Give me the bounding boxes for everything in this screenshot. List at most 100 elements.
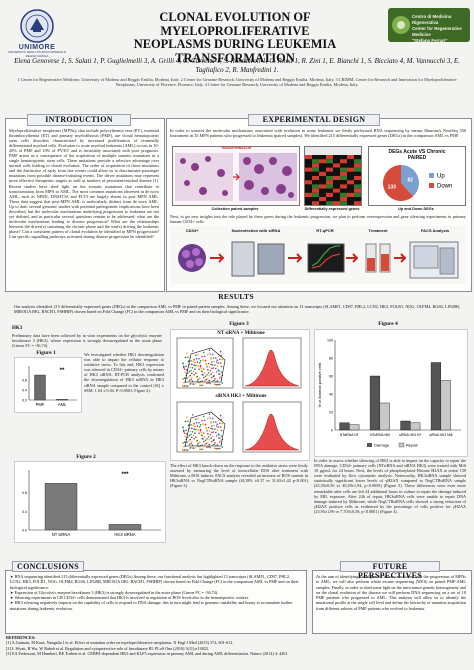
- scatter-point: [192, 370, 195, 373]
- scatter-point: [183, 441, 186, 443]
- heatmap-cell: [326, 167, 333, 172]
- figure3-panel: NT siRNA + Miltirone siRNA HK3 + Miltiro…: [170, 329, 310, 461]
- heatmap-cell: [312, 184, 319, 189]
- deg-label: Differentially expressed genes: [304, 207, 360, 211]
- heatmap-cell: [326, 180, 333, 185]
- scatter-point: [210, 437, 212, 439]
- flow-step-rtqpcr: RT-qPCR: [316, 228, 334, 233]
- scatter-point: [208, 349, 211, 351]
- scatter-point: [205, 442, 207, 445]
- y-tick-label: 80: [329, 357, 333, 361]
- scatter-point: [203, 355, 206, 358]
- scatter-point: [191, 444, 194, 446]
- figure3-hk3-label: siRNA HK3 + Miltirone: [215, 394, 267, 399]
- heatmap-cell: [354, 159, 361, 164]
- scatter-point: [215, 425, 218, 427]
- bar-repair: [410, 422, 421, 431]
- heatmap-cell: [305, 201, 312, 206]
- heatmap-cell: [319, 163, 326, 168]
- figure3-graphic: [176, 337, 302, 453]
- scatter-point: [215, 371, 218, 373]
- x-tick-label: NTsiRNA NT: [340, 433, 359, 437]
- scatter-point: [184, 435, 187, 437]
- heatmap-cell: [340, 201, 347, 206]
- scatter-point: [183, 377, 186, 379]
- deg-pie-chart: DEGs Acute VS Chronic PAIRED 82 Up 133 Down: [368, 146, 466, 206]
- x-tick-label: AML: [58, 402, 67, 407]
- scatter-point: [183, 430, 185, 433]
- scatter-point: [185, 449, 187, 451]
- scatter-point: [220, 418, 223, 421]
- scatter-point: [204, 424, 207, 426]
- scatter-point: [203, 351, 205, 354]
- scatter-point: [190, 442, 192, 445]
- scatter-point: [214, 447, 216, 450]
- bar-repair: [440, 380, 451, 431]
- scatter-point: [213, 379, 215, 382]
- heatmap-cell: [340, 176, 347, 181]
- scatter-point: [205, 378, 207, 381]
- significance-stars: **: [60, 368, 65, 374]
- y-tick-label: 20: [329, 411, 333, 415]
- scatter-point: [209, 433, 211, 436]
- y-axis-label: % of Annexin positive cells: [318, 363, 322, 408]
- unimore-emblem-icon: [20, 9, 54, 43]
- scatter-point: [198, 422, 200, 424]
- scatter-point: [197, 364, 199, 367]
- experimental-flow: CD34+ Nucleofection with siRNA RT-qPCR T…: [170, 226, 466, 284]
- scatter-point: [201, 444, 203, 446]
- bar-repair: [379, 402, 390, 431]
- heatmap-cell: [305, 171, 312, 176]
- scatter-point: [190, 369, 192, 372]
- pie-legend-label: Up: [437, 174, 445, 180]
- transformation-label: TRANSFORMATION: [220, 146, 252, 150]
- heatmap-cell: [340, 171, 347, 176]
- scatter-point: [182, 442, 184, 444]
- transformation-panel: TRANSFORMATION: [172, 146, 300, 206]
- y-tick-label: 0.0: [22, 529, 27, 533]
- scatter-point: [214, 428, 216, 430]
- heatmap-cell: [333, 163, 340, 168]
- heatmap-cell: [326, 201, 333, 206]
- scatter-point: [196, 375, 199, 378]
- figure2-chart: NT siRNA HK3 siRNA *** 0.0 0.4 0.8: [14, 461, 166, 543]
- heatmap-cell: [340, 192, 347, 197]
- scatter-point: [187, 440, 190, 442]
- heatmap-cell: [305, 163, 312, 168]
- scatter-point: [195, 421, 198, 424]
- scatter-point: [210, 427, 212, 430]
- heatmap-cell: [354, 192, 361, 197]
- heatmap-cell: [333, 192, 340, 197]
- scatter-point: [212, 421, 215, 423]
- y-tick-label: 0.0: [22, 399, 27, 403]
- heatmap-cell: [347, 192, 354, 197]
- scatter-point: [199, 377, 201, 380]
- heatmap-cell: [305, 197, 312, 202]
- heatmap-cell: [333, 180, 340, 185]
- heatmap-cell: [326, 163, 333, 168]
- scatter-point: [202, 448, 204, 450]
- significance-stars: ***: [121, 472, 129, 478]
- scatter-point: [219, 358, 221, 361]
- figure1-graphic: PMF AML ** 0.0 0.4 0.8: [22, 366, 77, 407]
- heatmap-cell: [347, 184, 354, 189]
- scatter-point: [202, 423, 204, 425]
- scatter-point: [182, 362, 184, 364]
- pie-value-label: 82: [407, 177, 413, 183]
- scatter-point: [187, 376, 190, 378]
- heatmap-cell: [340, 155, 347, 160]
- scatter-point: [198, 368, 200, 370]
- scatter-point: [215, 431, 217, 434]
- scatter-point: [187, 356, 189, 358]
- heatmap-cell: [312, 155, 319, 160]
- heatmap-cell: [312, 167, 319, 172]
- scatter-point: [185, 385, 187, 387]
- heatmap-cell: [340, 184, 347, 189]
- heatmap-cell: [326, 159, 333, 164]
- legend-swatch-repair: [398, 442, 405, 448]
- heatmap-cell: [333, 155, 340, 160]
- heatmap-cell: [312, 188, 319, 193]
- scatter-point: [204, 375, 207, 377]
- scatter-point: [207, 426, 210, 429]
- heatmap-cell: [305, 176, 312, 181]
